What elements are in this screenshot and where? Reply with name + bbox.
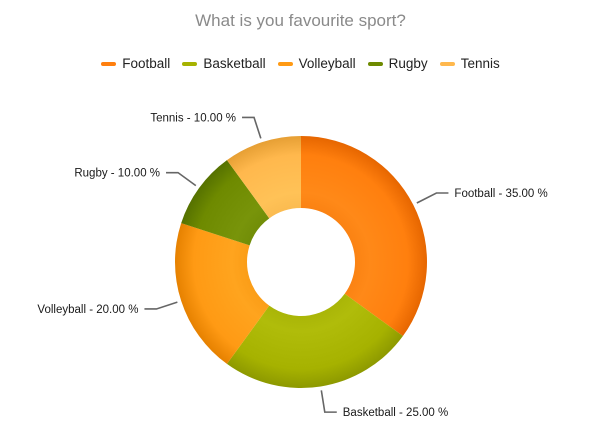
- slice-basketball[interactable]: [226, 293, 403, 388]
- legend-swatch-basketball: [182, 61, 198, 66]
- slice-label-rugby: Rugby - 10.00 %: [74, 168, 160, 180]
- legend-swatch-rugby: [367, 61, 383, 66]
- slice-tennis[interactable]: [226, 136, 301, 219]
- leader-lines-group: [144, 116, 449, 413]
- legend-item-tennis[interactable]: Tennis: [439, 56, 500, 71]
- slice-label-tennis: Tennis - 10.00 %: [150, 112, 236, 124]
- legend-label-basketball: Basketball: [203, 56, 266, 71]
- leader-line-football: [416, 192, 449, 204]
- leader-line-volleyball: [144, 301, 178, 310]
- chart-legend: Football Basketball Volleyball Rugby Tennis: [0, 56, 601, 71]
- leader-line-basketball: [320, 390, 337, 413]
- slice-label-football: Football - 35.00 %: [454, 188, 547, 200]
- slice-football[interactable]: [301, 136, 427, 337]
- leader-line-tennis: [242, 116, 262, 139]
- legend-swatch-volleyball: [277, 61, 293, 66]
- legend-item-football[interactable]: Football: [101, 56, 170, 71]
- slice-label-basketball: Basketball - 25.00 %: [343, 407, 448, 419]
- legend-label-volleyball: Volleyball: [298, 56, 356, 71]
- labels-group: Football - 35.00 % Basketball - 25.00 % Vo…: [37, 112, 547, 419]
- legend-item-basketball[interactable]: Basketball: [182, 56, 266, 71]
- legend-label-rugby: Rugby: [388, 56, 428, 71]
- slices-group: [175, 136, 427, 388]
- chart-title: What is you favourite sport?: [195, 11, 406, 30]
- slice-label-volleyball: Volleyball - 20.00 %: [37, 304, 138, 316]
- legend-swatch-football: [101, 61, 117, 66]
- legend-label-football: Football: [122, 56, 171, 71]
- leader-line-rugby: [166, 171, 197, 187]
- slice-rugby[interactable]: [181, 160, 270, 246]
- legend-label-tennis: Tennis: [460, 56, 500, 71]
- legend-item-rugby[interactable]: Rugby: [367, 56, 428, 71]
- slice-volleyball[interactable]: [175, 223, 270, 364]
- legend-item-volleyball[interactable]: Volleyball: [277, 56, 356, 71]
- legend-swatch-tennis: [439, 61, 455, 66]
